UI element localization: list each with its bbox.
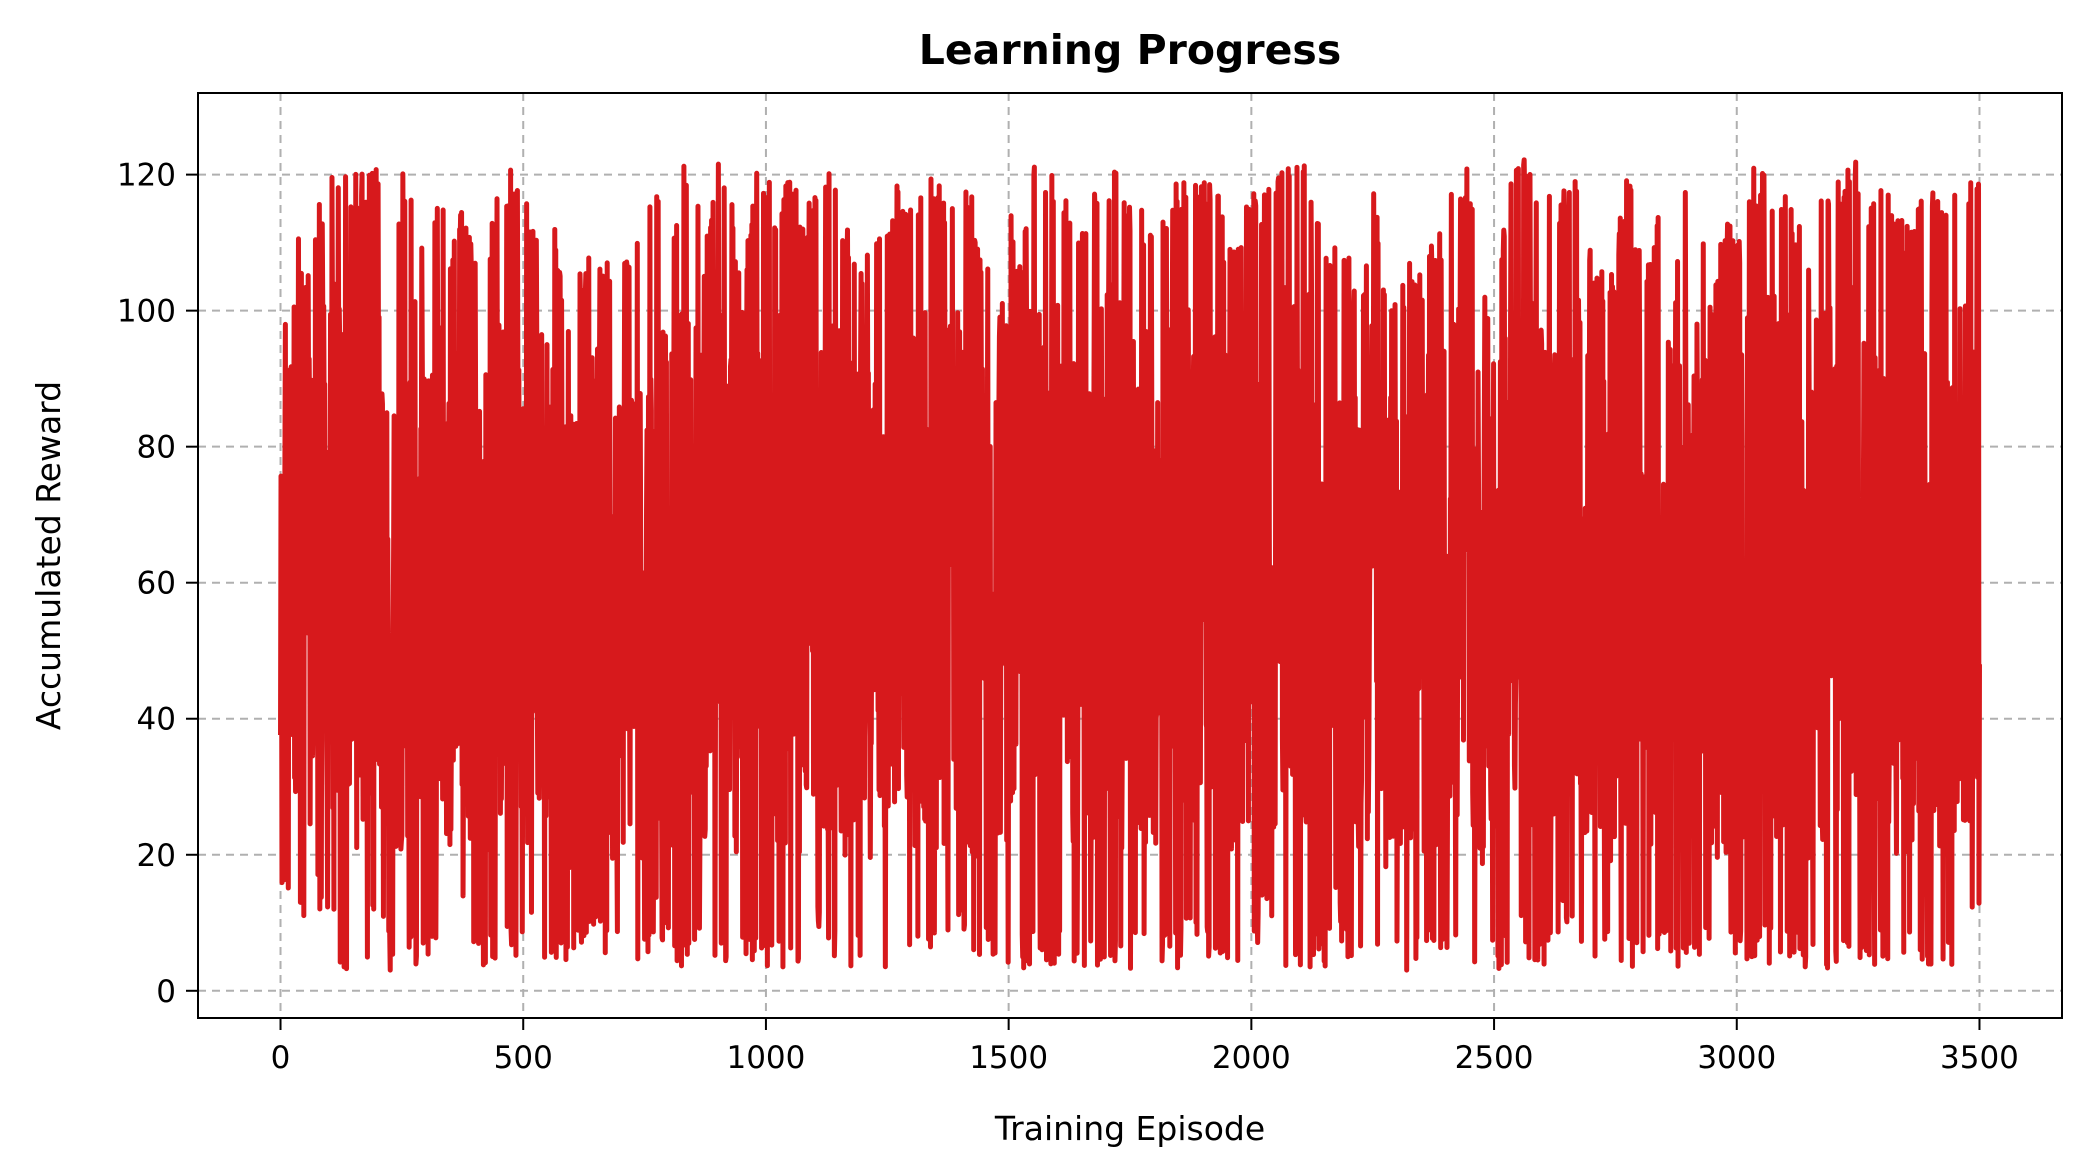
y-axis-label: Accumulated Reward [29, 381, 68, 730]
x-tick-label: 3500 [1940, 1040, 2019, 1076]
y-tick-label: 0 [156, 974, 176, 1010]
x-axis: 0 500 1000 1500 2000 2500 3000 3500 [271, 1018, 2019, 1076]
x-tick-label: 500 [494, 1040, 553, 1076]
x-tick-label: 2000 [1212, 1040, 1291, 1076]
chart-title: Learning Progress [919, 26, 1342, 74]
x-tick-label: 1000 [726, 1040, 805, 1076]
plot-frame [197, 92, 2063, 1019]
y-axis: 0 20 40 60 80 100 120 [117, 158, 198, 1010]
y-tick-label: 100 [117, 294, 176, 330]
y-tick-label: 80 [137, 430, 176, 466]
y-tick-label: 20 [137, 838, 176, 874]
y-tick-label: 60 [137, 566, 176, 602]
x-tick-label: 0 [271, 1040, 291, 1076]
x-tick-label: 2500 [1455, 1040, 1534, 1076]
reward-series-line [278, 157, 1982, 973]
plot-area [278, 157, 1982, 973]
x-axis-label: Training Episode [994, 1109, 1265, 1148]
y-tick-label: 120 [117, 158, 176, 194]
x-tick-label: 1500 [969, 1040, 1048, 1076]
y-tick-label: 40 [137, 702, 176, 738]
x-tick-label: 3000 [1697, 1040, 1776, 1076]
